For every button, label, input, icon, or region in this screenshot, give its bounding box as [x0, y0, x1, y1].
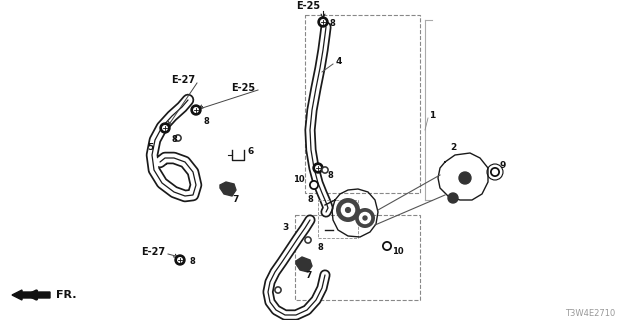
Circle shape [275, 286, 282, 293]
Circle shape [307, 238, 310, 242]
Circle shape [341, 204, 355, 217]
FancyArrow shape [12, 290, 50, 300]
Circle shape [336, 198, 360, 222]
Circle shape [160, 123, 170, 133]
Circle shape [276, 288, 280, 292]
Text: 8: 8 [308, 196, 314, 204]
Circle shape [321, 166, 328, 173]
Circle shape [448, 193, 458, 203]
Text: E-25: E-25 [231, 83, 255, 93]
Text: 5: 5 [147, 142, 153, 151]
Text: 8: 8 [330, 20, 336, 28]
Bar [305, 15, 420, 193]
Circle shape [312, 182, 317, 188]
Text: 8: 8 [172, 135, 178, 145]
Text: E-27: E-27 [141, 247, 165, 257]
Bar [295, 215, 420, 300]
Polygon shape [220, 182, 236, 196]
Circle shape [177, 136, 180, 140]
Circle shape [382, 241, 392, 251]
Circle shape [316, 166, 320, 170]
Circle shape [490, 167, 500, 177]
Circle shape [318, 17, 328, 27]
Text: 7: 7 [305, 270, 312, 279]
Circle shape [175, 255, 185, 265]
Circle shape [459, 172, 471, 184]
Text: 10: 10 [293, 175, 305, 185]
Text: 1: 1 [429, 110, 435, 119]
Circle shape [360, 212, 371, 223]
Text: 10: 10 [392, 247, 404, 257]
Text: 6: 6 [248, 148, 254, 156]
Text: FR.: FR. [56, 290, 77, 300]
Circle shape [313, 163, 323, 173]
Circle shape [321, 20, 325, 24]
Text: 8: 8 [204, 117, 210, 126]
Text: 7: 7 [232, 196, 238, 204]
Text: E-27: E-27 [171, 75, 195, 85]
Circle shape [194, 108, 198, 112]
Text: 3: 3 [282, 223, 288, 233]
Polygon shape [296, 257, 312, 272]
Circle shape [363, 216, 367, 220]
Text: T3W4E2710: T3W4E2710 [565, 308, 615, 317]
Circle shape [355, 208, 375, 228]
Circle shape [305, 236, 312, 244]
Circle shape [163, 126, 167, 130]
Circle shape [191, 105, 201, 115]
Text: 9: 9 [500, 161, 506, 170]
Text: 4: 4 [336, 58, 342, 67]
Circle shape [346, 208, 351, 212]
Bar [318, 200, 358, 238]
Text: 8: 8 [328, 171, 333, 180]
Text: 8: 8 [190, 258, 196, 267]
Circle shape [309, 180, 319, 190]
Text: 2: 2 [450, 143, 456, 153]
Circle shape [451, 164, 479, 192]
Text: 8: 8 [317, 244, 323, 252]
Text: E-25: E-25 [296, 1, 320, 11]
Circle shape [323, 168, 326, 172]
Circle shape [175, 134, 182, 141]
Circle shape [385, 244, 390, 249]
Circle shape [178, 258, 182, 262]
Circle shape [493, 170, 497, 174]
